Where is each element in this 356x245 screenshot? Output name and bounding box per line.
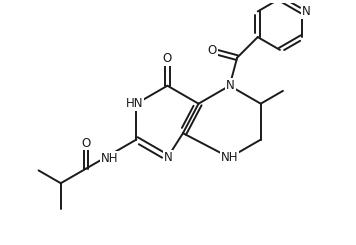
Text: N: N: [164, 151, 172, 164]
Text: NH: NH: [221, 151, 239, 164]
Text: O: O: [208, 44, 217, 57]
Text: O: O: [163, 52, 172, 65]
Text: N: N: [302, 5, 311, 18]
Text: O: O: [81, 136, 90, 149]
Text: HN: HN: [126, 97, 143, 110]
Text: NH: NH: [101, 152, 118, 165]
Text: N: N: [226, 79, 235, 92]
